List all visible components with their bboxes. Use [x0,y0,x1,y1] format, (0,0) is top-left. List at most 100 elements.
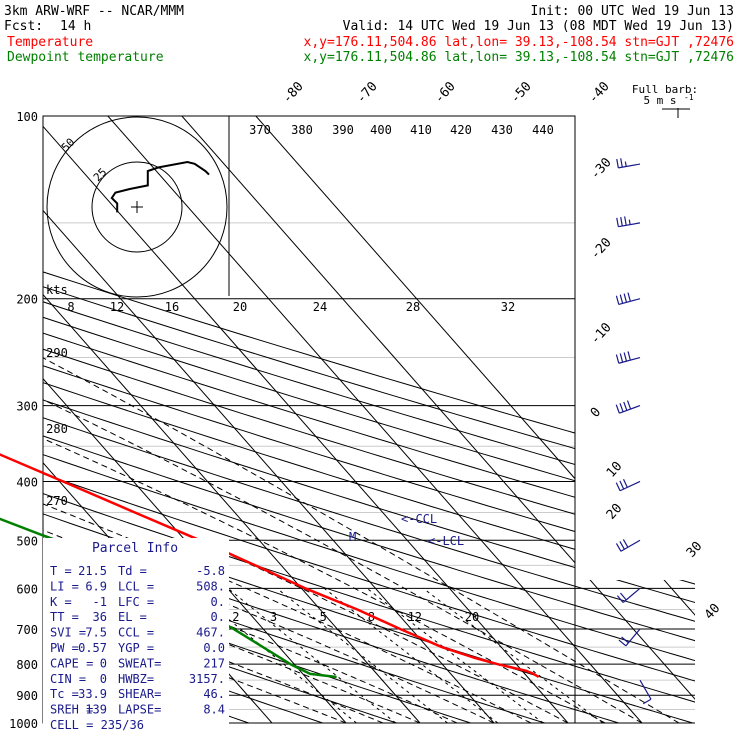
parcel-info-value: LAPSE= [118,703,161,717]
moist-adiabat-line [43,323,458,723]
isotherm-tick-label: 30 [684,539,706,561]
hodograph-ring-50 [46,116,228,298]
dry-adiabat-line [43,116,695,723]
pressure-tick-label: 800 [16,658,38,672]
parcel-info-box: Parcel Info T = 21.5 Td = -5.8 LI = 6.9 LCL = 5… [43,538,229,732]
parcel-info-value: 508. [196,579,225,593]
wind-barb-shaft [620,539,641,552]
parcel-info-value: 21.5 [78,564,107,578]
pressure-tick-label: 100 [16,110,38,124]
theta-tick-label: 270 [46,494,68,508]
pressure-tick-label: 300 [16,400,38,414]
wind-barb-flag [619,480,625,490]
parcel-info-value: EL = [118,610,147,624]
dry-adiabat-line [43,116,362,723]
wind-barb [616,587,641,603]
moist-adiabat-line [43,323,680,723]
wind-barb [639,679,652,705]
forecast-hour: 14 h [60,19,91,34]
isotherm-line [255,116,695,723]
wind-barb-shaft [622,587,641,603]
wind-barb-flag [627,351,631,361]
pressure-tick-label: 900 [16,689,38,703]
moist-adiabat-line [43,323,532,723]
wind-barb-flag [615,295,620,305]
parcel-info-value: SHEAR= [118,687,161,701]
parcel-info-value: 0.57 [78,641,107,655]
wind-barbs [615,158,652,705]
mixing-ratio-label: 5 [320,610,327,624]
parcel-info-value: 0 [100,672,107,686]
wind-barb [616,158,641,169]
mixing-ratio-line [366,587,544,723]
wind-barb-flag [619,541,625,550]
theta-tick-label: 370 [249,123,271,137]
theta-tick-label: 420 [450,123,472,137]
wind-barb-shaft [618,222,641,228]
pressure-tick-label: 1000 [9,717,38,731]
isotherm-line [181,116,695,723]
parcel-info-value: 139 [85,703,107,717]
parcel-info-value: 8.4 [203,703,225,717]
parcel-info-value: 0. [211,595,225,609]
parcel-info-value: HWBZ= [118,672,154,686]
wind-barb-flag [615,404,620,414]
isotherm-tick-label: -40 [586,79,613,106]
isotherm-tick-label: 40 [702,601,724,623]
isotherm-line [43,116,347,723]
temperature-location: x,y=176.11,504.86 lat,lon= 39.13,-108.54… [304,35,734,50]
speed-tick-label: 24 [313,300,327,314]
wind-barb-flag [626,400,632,410]
wind-barb-flag [622,478,628,488]
lcl-marker: <-LCL [428,534,464,548]
theta-tick-label: 430 [491,123,513,137]
dry-adiabat-line [43,116,695,723]
wind-barb-flag [623,401,628,411]
mixing-ratio-label: 20 [465,610,479,624]
isotherm-tick-label: -10 [588,320,615,347]
wind-barb-flag [623,293,628,303]
isotherm-tick-label: 0 [588,405,604,421]
wind-barb-flag [620,217,623,227]
theta-tick-label: 410 [410,123,432,137]
speed-tick-label: 32 [501,300,515,314]
hodograph-ring-25 [91,161,183,253]
isotherm-line [43,116,569,723]
isotherm-tick-label: -30 [588,155,615,182]
theta-tick-label: 290 [46,346,68,360]
temperature-label: Temperature [7,35,93,50]
isotherm-tick-label: 20 [604,501,626,523]
isotherm-tick-label: -70 [354,79,381,106]
wind-barb-flag [616,217,619,227]
theta-tick-label: 440 [532,123,554,137]
dewpoint-location: x,y=176.11,504.86 lat,lon= 39.13,-108.54… [304,50,734,65]
wind-barb-flag [618,639,627,647]
hodograph-trace [110,160,210,213]
barb-legend-units: 5 m s [643,94,676,107]
parcel-info-value: YGP = [118,641,154,655]
parcel-info-value: 0. [211,610,225,624]
wind-barb-shaft [619,480,641,492]
wind-barb [618,628,641,647]
dry-adiabat-line [43,116,512,723]
dry-adiabat-line [43,116,695,723]
isotherm-tick-label: -60 [432,79,459,106]
wind-barb [615,351,641,364]
dry-adiabat-line [43,116,695,723]
wind-barb-flag [620,158,623,168]
temperature-profile [0,453,540,679]
parcel-info-title: Parcel Info [92,541,178,556]
parcel-info-value: 7.5 [85,626,107,640]
hodograph-ring-label: 25 [91,166,110,185]
wind-barb [615,539,641,552]
speed-tick-label: 28 [406,300,420,314]
mixing-ratio-line [276,587,448,723]
parcel-info-value: LCL = [118,579,154,593]
wind-barb-half-flag [624,161,627,167]
mixing-ratio-line [227,587,397,723]
wind-barb-flag [616,158,619,168]
parcel-info-value: TT = [50,610,79,624]
isotherm-line [43,116,495,723]
parcel-info-value: CAPE = [50,656,93,670]
